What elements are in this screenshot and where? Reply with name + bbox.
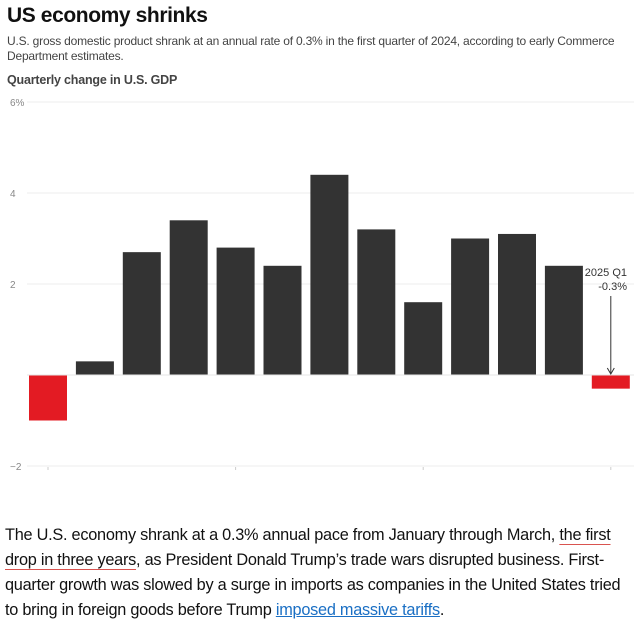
body-text: . bbox=[439, 601, 445, 619]
annotation-value: -0.3% bbox=[598, 281, 627, 293]
bar-2022-q2 bbox=[75, 361, 114, 375]
article-paragraph: The U.S. economy shrank at a 0.3% annual… bbox=[5, 523, 637, 623]
bar-2023-q3 bbox=[310, 174, 349, 375]
chart-headline: US economy shrinks bbox=[7, 4, 208, 27]
tariffs-link[interactable]: imposed massive tariffs bbox=[275, 601, 440, 619]
bar-2023-q4 bbox=[357, 229, 396, 375]
annotation-label: 2025 Q1 bbox=[585, 267, 627, 279]
y-tick-label: −2 bbox=[10, 462, 22, 470]
y-tick-label: 6% bbox=[10, 98, 25, 109]
bar-2023-q1 bbox=[216, 247, 255, 375]
chart-title: Quarterly change in U.S. GDP bbox=[7, 73, 178, 87]
body-text: , as President Donald Trump’s trade wars… bbox=[5, 551, 621, 619]
highlighted-phrase: the first drop in three years bbox=[5, 526, 611, 569]
bar-2022-q4 bbox=[169, 220, 208, 375]
bar-2025-q1 bbox=[591, 375, 630, 389]
bar-2024-q1 bbox=[404, 302, 443, 375]
y-tick-label: 4 bbox=[10, 189, 16, 200]
bar-2024-q2 bbox=[451, 238, 490, 375]
bar-2022-q1 bbox=[29, 375, 67, 421]
gdp-bar-chart: 6%42−22022 Q12023 Q12024 Q12025 Q12025 Q… bbox=[10, 98, 634, 470]
y-tick-label: 2 bbox=[10, 280, 16, 291]
bar-2023-q2 bbox=[263, 265, 302, 375]
arrow-head-icon bbox=[606, 367, 615, 375]
bar-2024-q4 bbox=[544, 265, 583, 375]
bar-2024-q3 bbox=[498, 233, 536, 375]
chart-subtitle: U.S. gross domestic product shrank at an… bbox=[7, 34, 615, 63]
bar-2022-q3 bbox=[122, 252, 161, 375]
body-text: The U.S. economy shrank at a 0.3% annual… bbox=[5, 526, 560, 544]
